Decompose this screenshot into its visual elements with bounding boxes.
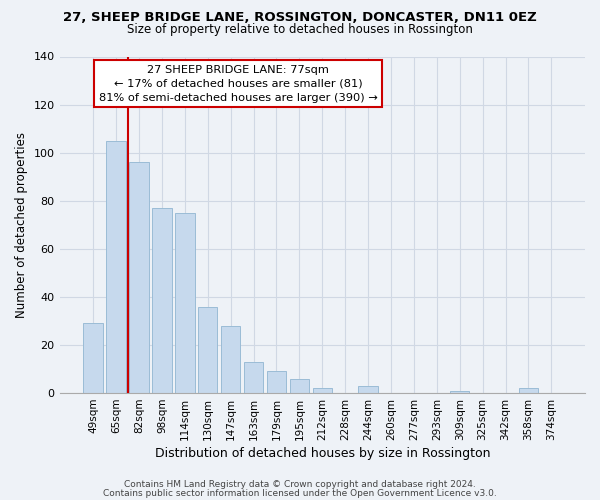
Bar — [129, 162, 149, 393]
Bar — [267, 372, 286, 393]
Y-axis label: Number of detached properties: Number of detached properties — [15, 132, 28, 318]
Bar — [519, 388, 538, 393]
Text: 27 SHEEP BRIDGE LANE: 77sqm
← 17% of detached houses are smaller (81)
81% of sem: 27 SHEEP BRIDGE LANE: 77sqm ← 17% of det… — [99, 65, 377, 103]
Text: Contains public sector information licensed under the Open Government Licence v3: Contains public sector information licen… — [103, 488, 497, 498]
Bar — [313, 388, 332, 393]
Bar — [221, 326, 241, 393]
Bar — [83, 324, 103, 393]
Text: 27, SHEEP BRIDGE LANE, ROSSINGTON, DONCASTER, DN11 0EZ: 27, SHEEP BRIDGE LANE, ROSSINGTON, DONCA… — [63, 11, 537, 24]
Bar — [106, 140, 126, 393]
X-axis label: Distribution of detached houses by size in Rossington: Distribution of detached houses by size … — [155, 447, 490, 460]
Bar — [244, 362, 263, 393]
Text: Size of property relative to detached houses in Rossington: Size of property relative to detached ho… — [127, 22, 473, 36]
Bar — [152, 208, 172, 393]
Bar — [290, 378, 309, 393]
Bar — [450, 390, 469, 393]
Bar — [358, 386, 378, 393]
Bar — [175, 213, 194, 393]
Text: Contains HM Land Registry data © Crown copyright and database right 2024.: Contains HM Land Registry data © Crown c… — [124, 480, 476, 489]
Bar — [198, 306, 217, 393]
